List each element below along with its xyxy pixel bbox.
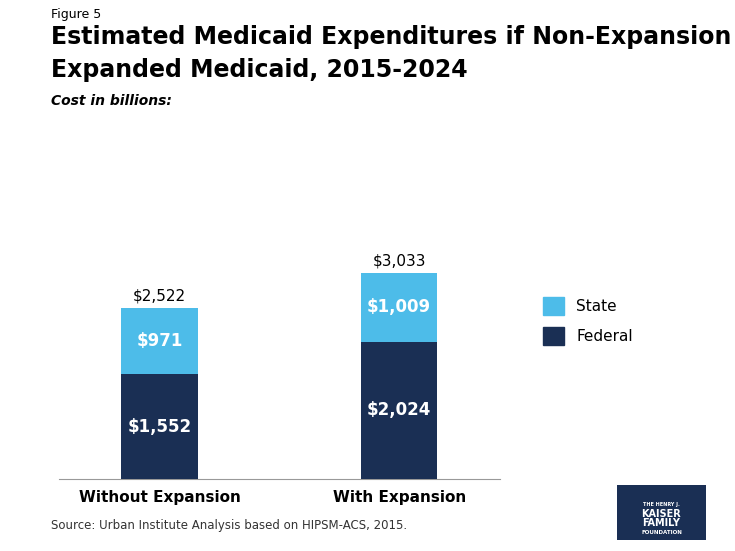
Text: KAISER: KAISER bbox=[642, 509, 681, 518]
Text: $2,522: $2,522 bbox=[133, 289, 186, 304]
Legend: State, Federal: State, Federal bbox=[542, 297, 633, 345]
Text: Cost in billions:: Cost in billions: bbox=[51, 94, 172, 107]
Bar bbox=[361, 342, 437, 479]
Text: Figure 5: Figure 5 bbox=[51, 8, 101, 21]
Text: Estimated Medicaid Expenditures if Non-Expansion States: Estimated Medicaid Expenditures if Non-E… bbox=[51, 25, 735, 49]
Text: Source: Urban Institute Analysis based on HIPSM-ACS, 2015.: Source: Urban Institute Analysis based o… bbox=[51, 518, 408, 532]
Text: $971: $971 bbox=[136, 332, 183, 350]
Bar bbox=[361, 273, 437, 342]
Text: FAMILY: FAMILY bbox=[642, 518, 681, 528]
Bar bbox=[121, 374, 198, 479]
Text: $1,009: $1,009 bbox=[367, 298, 431, 316]
Text: $1,552: $1,552 bbox=[127, 418, 192, 435]
Bar bbox=[121, 307, 198, 374]
Text: FOUNDATION: FOUNDATION bbox=[641, 530, 682, 536]
Text: THE HENRY J.: THE HENRY J. bbox=[643, 501, 680, 507]
Text: Expanded Medicaid, 2015-2024: Expanded Medicaid, 2015-2024 bbox=[51, 58, 468, 82]
Text: $3,033: $3,033 bbox=[373, 254, 426, 269]
Text: $2,024: $2,024 bbox=[367, 402, 431, 419]
